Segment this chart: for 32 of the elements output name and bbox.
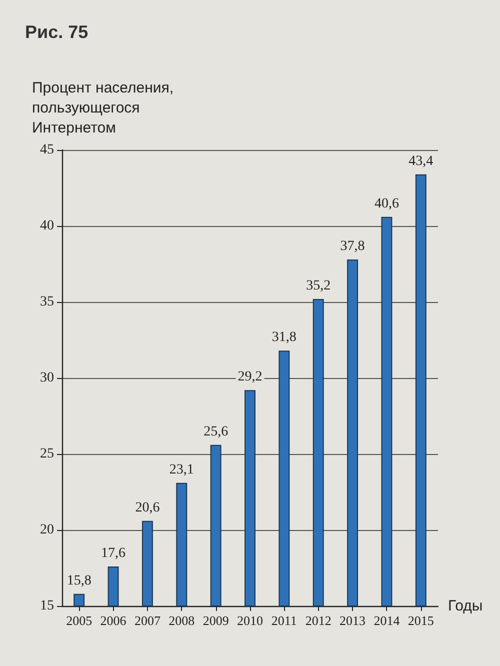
data-label: 15,8 (66, 573, 92, 588)
x-axis-title: Годы (448, 598, 483, 614)
data-label: 29,2 (238, 370, 262, 385)
data-label: 31,8 (272, 330, 296, 346)
data-label: 23,1 (169, 462, 194, 478)
data-label: 25,6 (204, 424, 228, 440)
y-tick-label: 35 (40, 294, 54, 310)
x-tick-label: 2013 (340, 613, 366, 628)
x-tick-label: 2007 (134, 613, 161, 628)
x-tick-label: 2011 (271, 613, 297, 628)
y-tick-label: 25 (40, 446, 54, 462)
x-tick-label: 2008 (168, 613, 195, 628)
data-label: 37,8 (340, 238, 365, 254)
x-tick-label: 2009 (202, 613, 229, 628)
y-axis-title: Процент населения, пользующегося Интернетом (32, 80, 178, 136)
x-tick-label: 2005 (66, 613, 92, 628)
y-tick-label: 15 (40, 598, 54, 614)
y-tick-label: 30 (40, 370, 54, 386)
y-tick-label: 40 (40, 218, 54, 234)
data-label: 35,2 (306, 278, 331, 294)
x-tick-label: 2010 (237, 613, 263, 628)
y-tick-label: 45 (40, 142, 54, 158)
chart-title: Рис. 75 (25, 22, 88, 42)
data-label: 17,6 (101, 546, 126, 561)
x-tick-label: 2014 (374, 613, 400, 628)
x-tick-label: 2015 (408, 613, 434, 628)
x-tick-label: 2006 (100, 613, 127, 628)
data-label: 20,6 (135, 500, 160, 516)
y-tick-label: 20 (40, 522, 54, 538)
data-label: 40,6 (374, 196, 399, 212)
data-label: 43,4 (408, 154, 434, 169)
x-tick-label: 2012 (305, 613, 332, 628)
